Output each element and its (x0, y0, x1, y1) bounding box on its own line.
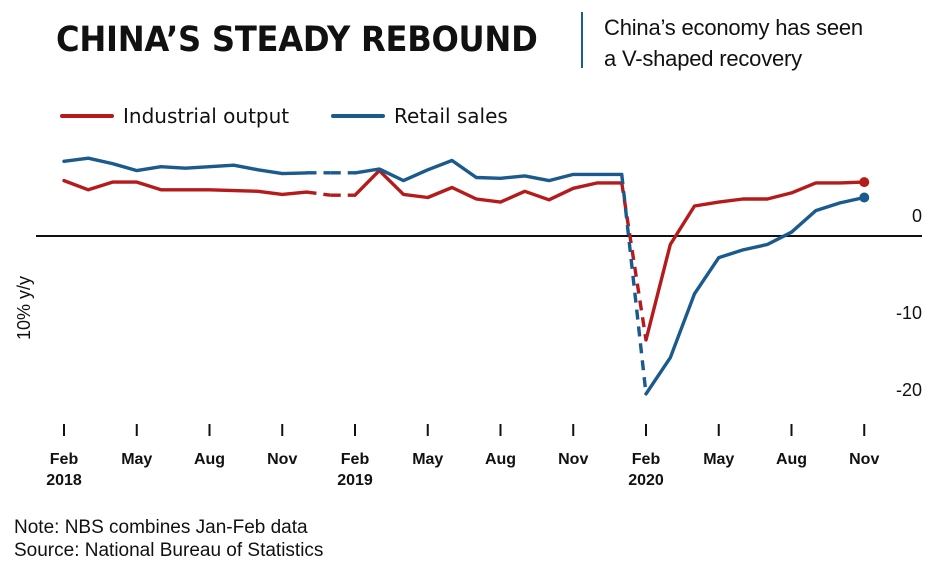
x-axis-ticks: Feb 2018 May Aug Nov Feb 2019 May Aug Nov Feb 2020 M… (46, 424, 879, 489)
x-tick-label-9: May (703, 451, 734, 468)
footnote: Note: NBS combines Jan-Feb data Source: … (14, 516, 323, 562)
series-1-end-marker (859, 192, 870, 203)
x-tick-label-7: Nov (558, 451, 588, 468)
x-tick-year-0: 2018 (46, 472, 82, 489)
subtitle-line-1: China’s economy has seen (604, 15, 863, 40)
y-axis-label: 10% y/y (14, 276, 34, 340)
series-0-line-2 (353, 168, 624, 204)
series-1-line-0 (62, 156, 309, 176)
x-tick-label-0: Feb (50, 451, 79, 468)
x-tick-label-5: May (412, 451, 443, 468)
title-divider (581, 12, 583, 68)
series-1-dashed-24 (620, 174, 648, 395)
x-tick-label-6: Aug (485, 451, 516, 468)
series-0-dashed-11 (306, 190, 331, 197)
y-tick-label-0: 0 (912, 206, 922, 226)
x-tick-label-10: Aug (776, 451, 807, 468)
series-1-line-3 (644, 195, 866, 396)
x-tick-year-4: 2019 (337, 472, 373, 489)
x-tick-label-2: Aug (194, 451, 225, 468)
chart-subtitle: China’s economy has seen a V-shaped reco… (604, 12, 934, 74)
x-tick-label-11: Nov (849, 451, 879, 468)
source-text: Source: National Bureau of Statistics (14, 540, 324, 561)
x-tick-label-3: Nov (267, 451, 297, 468)
series-0-dashed-24 (620, 182, 648, 341)
series-1-line-2 (353, 158, 624, 183)
series-0-line-3 (644, 180, 866, 342)
y-tick-label-1: -10 (896, 303, 922, 323)
subtitle-line-2: a V-shaped recovery (604, 46, 802, 71)
y-tick-label-2: -20 (896, 380, 922, 400)
series-0-end-marker (859, 177, 870, 188)
x-tick-year-8: 2020 (628, 472, 664, 489)
x-tick-label-1: May (121, 451, 152, 468)
series-lines (62, 156, 870, 396)
legend-label-1: Retail sales (394, 104, 508, 128)
series-0-line-0 (62, 178, 309, 197)
legend-label-0: Industrial output (123, 104, 289, 128)
x-tick-label-4: Feb (341, 451, 370, 468)
x-tick-label-8: Feb (632, 451, 661, 468)
note-text: Note: NBS combines Jan-Feb data (14, 517, 308, 538)
chart-title: CHINA’S STEADY REBOUND (56, 20, 538, 60)
y-axis-ticks: 0 -10 -20 (896, 206, 922, 400)
legend: Industrial output Retail sales (60, 104, 508, 128)
